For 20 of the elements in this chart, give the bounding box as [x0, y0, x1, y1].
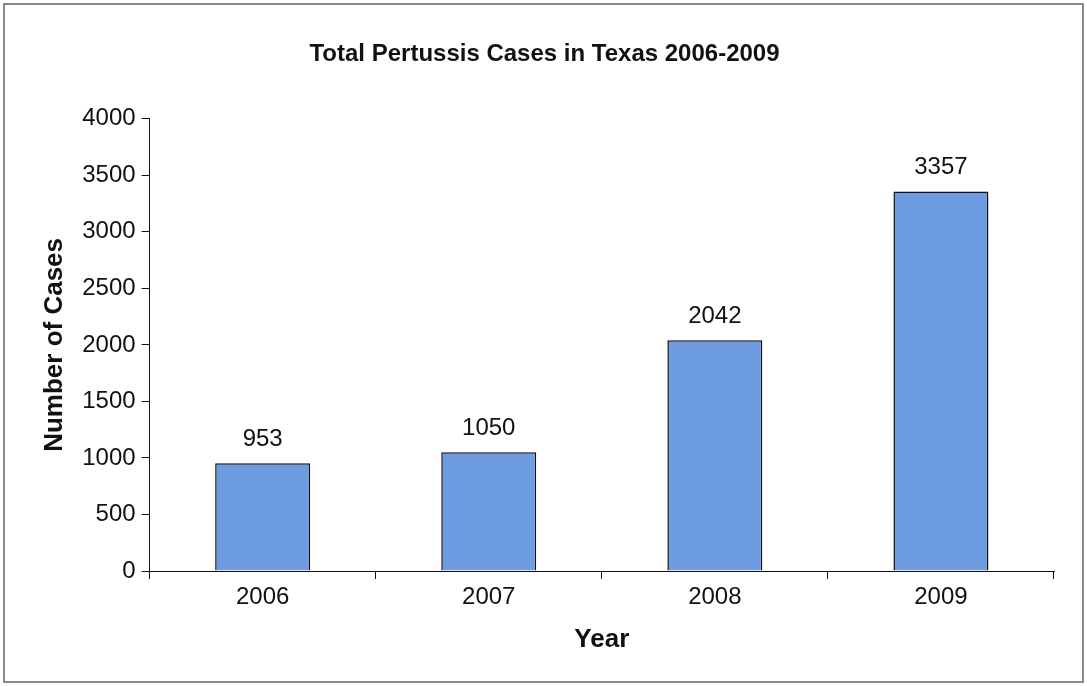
- y-axis-title: Number of Cases: [37, 237, 68, 452]
- x-tick-label: 2007: [462, 582, 516, 610]
- x-tick-label: 2009: [914, 582, 968, 610]
- y-tick-label: 2000: [82, 329, 136, 357]
- x-tick-label: 2006: [235, 582, 290, 610]
- y-tick-label: 3000: [82, 216, 136, 244]
- x-tick-label: 2008: [688, 582, 742, 610]
- chart-title: Total Pertussis Cases in Texas 2006-2009: [309, 39, 780, 67]
- data-label: 1050: [462, 412, 516, 440]
- data-label: 2042: [688, 300, 742, 328]
- y-tick-label: 1500: [82, 386, 136, 414]
- data-label: 953: [242, 423, 283, 451]
- y-tick-label: 3500: [82, 159, 136, 187]
- y-tick-label: 2500: [82, 273, 136, 300]
- y-tick-label: 0: [122, 555, 136, 583]
- y-tick-label: 500: [95, 499, 136, 527]
- y-tick-label: 1000: [82, 442, 136, 470]
- y-tick-label: 4000: [82, 103, 136, 131]
- data-label: 3357: [914, 152, 968, 180]
- x-axis-title: Year: [574, 622, 630, 653]
